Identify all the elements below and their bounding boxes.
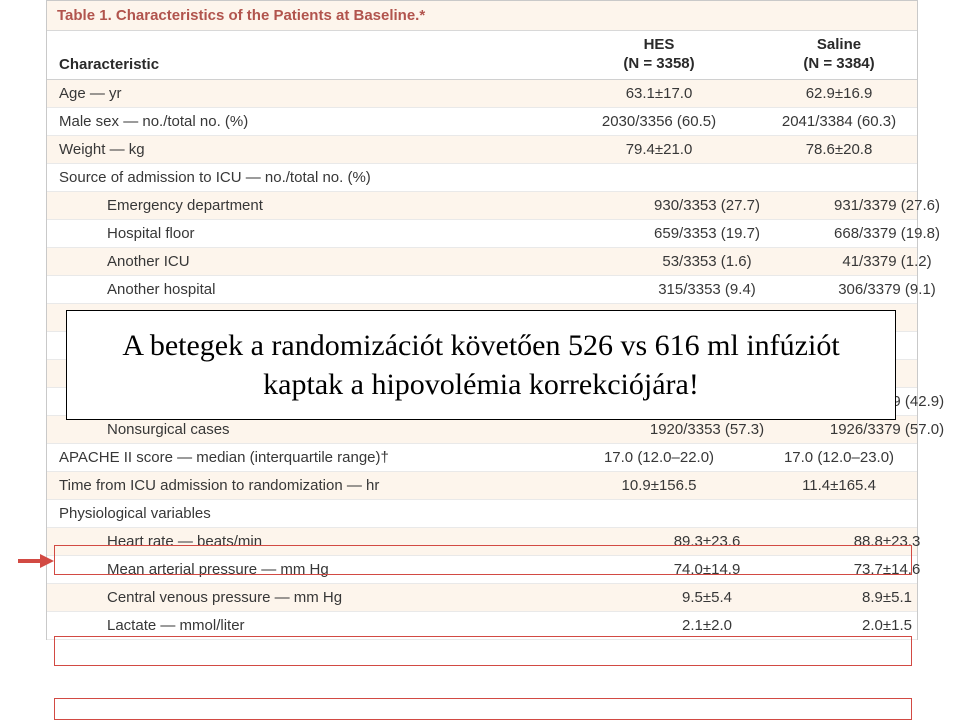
row-label: Central venous pressure — mm Hg [47,584,617,611]
row-value-hes: 17.0 (12.0–22.0) [569,444,749,471]
table-row: Another ICU53/3353 (1.6)41/3379 (1.2) [47,248,917,276]
row-label: Another ICU [47,248,617,275]
header-hes-line2: (N = 3358) [623,55,694,72]
row-value-saline: 8.9±5.1 [797,584,960,611]
row-value-hes [569,164,749,191]
row-value-saline: 668/3379 (19.8) [797,220,960,247]
header-hes-line1: HES [644,36,675,53]
row-label: APACHE II score — median (interquartile … [47,444,569,471]
row-value-saline: 88.8±23.3 [797,528,960,555]
row-value-saline: 78.6±20.8 [749,136,929,163]
row-value-saline: 73.7±14.6 [797,556,960,583]
row-label: Age — yr [47,80,569,107]
table-row: Heart rate — beats/min89.3±23.688.8±23.3 [47,528,917,556]
row-value-hes [569,500,749,527]
row-value-hes: 2030/3356 (60.5) [569,108,749,135]
row-value-hes: 53/3353 (1.6) [617,248,797,275]
row-label: Male sex — no./total no. (%) [47,108,569,135]
table-row: Lactate — mmol/liter2.1±2.02.0±1.5 [47,612,917,640]
row-label: Emergency department [47,192,617,219]
header-col-saline: Saline (N = 3384) [749,31,929,79]
page: Table 1. Characteristics of the Patients… [0,0,960,720]
row-label: Physiological variables [47,500,569,527]
row-value-saline: 306/3379 (9.1) [797,276,960,303]
header-saline-line2: (N = 3384) [803,55,874,72]
table-row: Source of admission to ICU — no./total n… [47,164,917,192]
row-value-hes: 659/3353 (19.7) [617,220,797,247]
table-row: Male sex — no./total no. (%)2030/3356 (6… [47,108,917,136]
row-value-saline [749,500,929,527]
table-row: Another hospital315/3353 (9.4)306/3379 (… [47,276,917,304]
row-label: Mean arterial pressure — mm Hg [47,556,617,583]
header-saline-line1: Saline [817,36,861,53]
row-value-hes: 9.5±5.4 [617,584,797,611]
arrow-icon [18,552,54,570]
table-row: APACHE II score — median (interquartile … [47,444,917,472]
row-label: Weight — kg [47,136,569,163]
highlight-box [54,636,912,666]
header-col-hes: HES (N = 3358) [569,31,749,79]
row-value-hes: 2.1±2.0 [617,612,797,639]
highlight-box [54,698,912,720]
row-value-saline: 2.0±1.5 [797,612,960,639]
row-value-saline: 2041/3384 (60.3) [749,108,929,135]
row-value-saline: 41/3379 (1.2) [797,248,960,275]
table-row: Central venous pressure — mm Hg9.5±5.48.… [47,584,917,612]
table-row: Age — yr63.1±17.062.9±16.9 [47,80,917,108]
table-row: Mean arterial pressure — mm Hg74.0±14.97… [47,556,917,584]
row-label: Source of admission to ICU — no./total n… [47,164,569,191]
row-label: Time from ICU admission to randomization… [47,472,569,499]
table-row: Time from ICU admission to randomization… [47,472,917,500]
row-value-saline: 931/3379 (27.6) [797,192,960,219]
table-row: Hospital floor659/3353 (19.7)668/3379 (1… [47,220,917,248]
header-label: Characteristic [47,51,569,79]
row-value-saline [749,164,929,191]
row-value-hes: 74.0±14.9 [617,556,797,583]
table-header-row: Characteristic HES (N = 3358) Saline (N … [47,31,917,80]
row-value-hes: 63.1±17.0 [569,80,749,107]
row-label: Heart rate — beats/min [47,528,617,555]
table-row: Weight — kg79.4±21.078.6±20.8 [47,136,917,164]
row-value-hes: 89.3±23.6 [617,528,797,555]
table-row: Physiological variables [47,500,917,528]
table-row: Emergency department930/3353 (27.7)931/3… [47,192,917,220]
row-value-hes: 315/3353 (9.4) [617,276,797,303]
row-label: Another hospital [47,276,617,303]
row-label: Lactate — mmol/liter [47,612,617,639]
row-value-saline: 62.9±16.9 [749,80,929,107]
row-value-saline: 11.4±165.4 [749,472,929,499]
row-label: Hospital floor [47,220,617,247]
row-value-saline: 17.0 (12.0–23.0) [749,444,929,471]
row-value-hes: 10.9±156.5 [569,472,749,499]
annotation-overlay: A betegek a randomizációt követően 526 v… [66,310,896,420]
row-value-hes: 79.4±21.0 [569,136,749,163]
row-value-hes: 930/3353 (27.7) [617,192,797,219]
table-title: Table 1. Characteristics of the Patients… [47,1,917,31]
